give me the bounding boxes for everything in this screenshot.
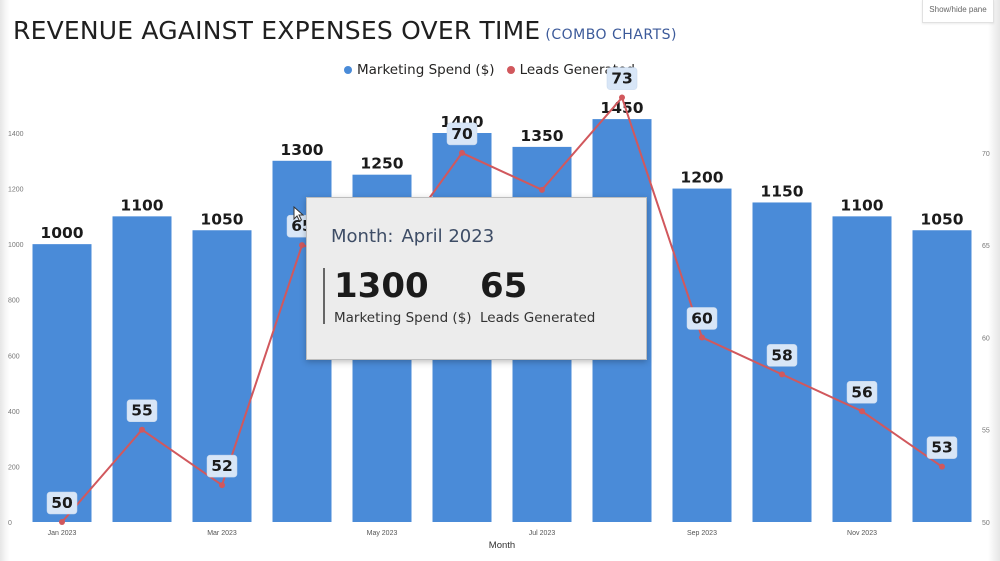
tooltip-divider — [323, 268, 325, 324]
bar-value-label: 1000 — [40, 224, 83, 242]
line-point — [139, 426, 145, 433]
legend-item-marketing-spend[interactable]: Marketing Spend ($) — [344, 62, 495, 78]
x-tick-label: Jul 2023 — [529, 530, 556, 537]
line-value-label: 50 — [51, 494, 73, 512]
x-tick-label: Sep 2023 — [687, 530, 717, 537]
chart-subtitle: (COMBO CHARTS) — [545, 27, 678, 43]
line-value-label: 73 — [611, 70, 633, 88]
line-point — [459, 149, 465, 156]
y-left-tick-label: 1400 — [8, 131, 24, 138]
y-left-tick-label: 1000 — [8, 242, 24, 249]
bar-value-label: 1250 — [360, 155, 403, 173]
line-point — [59, 519, 65, 525]
legend: Marketing Spend ($) Leads Generated — [344, 61, 647, 79]
y-left-tick-label: 1200 — [8, 187, 24, 194]
bar-value-label: 1200 — [680, 169, 723, 187]
show-hide-pane-button[interactable]: Show/hide pane — [922, 0, 994, 23]
tooltip-primary-value: 1300 — [334, 266, 429, 306]
legend-item-leads-generated[interactable]: Leads Generated — [506, 62, 635, 78]
bar-value-label: 1050 — [200, 210, 243, 228]
y-right-tick-label: 60 — [982, 335, 990, 342]
bar-value-label: 1350 — [520, 127, 563, 145]
bar — [112, 216, 172, 522]
bar — [32, 244, 92, 522]
tooltip-primary-label: Marketing Spend ($) — [334, 310, 472, 326]
line-point — [859, 408, 865, 415]
x-tick-label: Mar 2023 — [207, 530, 237, 537]
y-left-tick-label: 600 — [8, 353, 20, 360]
line-point — [699, 334, 705, 341]
legend-marker-leads-generated — [506, 66, 515, 74]
line-point — [299, 242, 305, 249]
y-left-tick-label: 200 — [8, 464, 20, 471]
bar — [832, 216, 892, 522]
mouse-cursor-icon — [293, 206, 305, 222]
line-value-label: 60 — [691, 309, 713, 327]
line-label-box — [446, 122, 478, 146]
bar — [912, 230, 972, 522]
line-point — [939, 463, 945, 470]
tooltip: Month: April 2023 1300 Marketing Spend ($… — [306, 197, 647, 360]
legend-label-marketing-spend: Marketing Spend ($) — [357, 62, 495, 78]
line-value-label: 55 — [131, 402, 153, 420]
line-label-box — [926, 436, 958, 459]
chart-title: REVENUE AGAINST EXPENSES OVER TIME (COMBO… — [13, 16, 677, 45]
line-label-box — [126, 399, 158, 422]
line-value-label: 58 — [771, 346, 793, 364]
line-value-label: 70 — [451, 125, 473, 143]
line-label-box — [846, 381, 878, 404]
line-value-label: 52 — [211, 457, 233, 475]
line-label-box — [206, 454, 238, 478]
tooltip-secondary-label: Leads Generated — [480, 310, 596, 326]
tooltip-month-label: Month: — [331, 226, 394, 247]
line-label-box — [686, 307, 718, 330]
line-label-box — [766, 344, 798, 367]
line-label-box — [46, 491, 78, 515]
line-point — [619, 94, 625, 101]
tooltip-month-value: April 2023 — [401, 226, 495, 247]
line-point — [219, 482, 225, 489]
y-right-tick-label: 50 — [982, 520, 990, 527]
tooltip-month: Month: April 2023 — [331, 226, 494, 247]
x-axis-title: Month — [489, 540, 515, 551]
y-left-tick-label: 0 — [8, 520, 12, 527]
legend-label-leads-generated: Leads Generated — [519, 62, 635, 78]
y-right-tick-label: 65 — [982, 243, 990, 250]
y-right-tick-label: 55 — [982, 428, 990, 435]
legend-marker-marketing-spend — [344, 66, 352, 74]
line-point — [539, 186, 545, 193]
bar — [192, 230, 252, 522]
bar-value-label: 1100 — [840, 196, 883, 214]
line-label-box — [606, 67, 638, 90]
bar-value-label: 1450 — [600, 99, 643, 117]
y-right-tick-label: 70 — [982, 151, 990, 158]
line-point — [779, 371, 785, 378]
y-left-tick-label: 800 — [8, 298, 20, 305]
line-value-label: 56 — [851, 383, 873, 401]
y-left-tick-label: 400 — [8, 409, 20, 416]
bar-value-label: 1050 — [920, 210, 963, 228]
chart-title-text: REVENUE AGAINST EXPENSES OVER TIME — [13, 16, 541, 45]
x-tick-label: Jan 2023 — [48, 530, 77, 537]
x-tick-label: Nov 2023 — [847, 530, 877, 537]
bar-value-label: 1300 — [280, 141, 323, 159]
line-value-label: 53 — [931, 439, 953, 457]
bar-value-label: 1150 — [760, 182, 803, 200]
bar — [672, 188, 732, 523]
x-tick-label: May 2023 — [367, 530, 398, 537]
tooltip-secondary-value: 65 — [480, 266, 528, 306]
bar-value-label: 1100 — [120, 196, 163, 214]
